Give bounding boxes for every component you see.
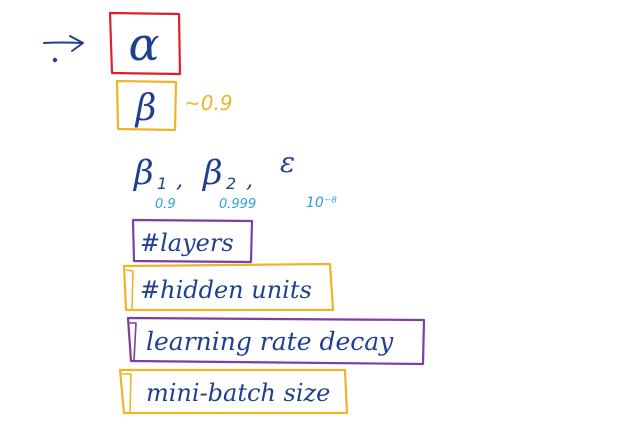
- alpha-symbol: α: [128, 17, 159, 71]
- beta1-subscript: 1: [157, 174, 167, 193]
- epsilon-symbol: ε: [280, 146, 295, 179]
- layers-box: #layers: [131, 218, 254, 264]
- learning-rate-decay-label: learning rate decay: [146, 327, 394, 356]
- separator-2: ,: [246, 168, 253, 193]
- hidden-units-box: #hidden units: [122, 262, 335, 312]
- alpha-box: α: [108, 11, 182, 76]
- beta2-symbol: β: [201, 153, 223, 193]
- beta1-default-value: 0.9: [155, 197, 176, 212]
- beta-default-value: ~0.9: [184, 91, 233, 115]
- beta-box: β: [115, 79, 178, 132]
- learning-rate-decay-box: learning rate decay: [126, 316, 426, 366]
- hidden-units-label: #hidden units: [140, 276, 312, 304]
- beta-symbol: β: [134, 88, 157, 129]
- epsilon-default-value: 10⁻⁸: [306, 195, 337, 211]
- adam-parameters: β 1 0.9 , β 2 0.999 , ε 10⁻⁸: [132, 146, 337, 212]
- beta2-default-value: 0.999: [219, 197, 256, 212]
- mini-batch-size-label: mini-batch size: [146, 379, 330, 407]
- arrow-icon: [43, 35, 84, 63]
- layers-label: #layers: [140, 229, 234, 257]
- beta2-subscript: 2: [226, 174, 236, 193]
- separator-1: ,: [176, 168, 183, 193]
- beta1-symbol: β: [132, 153, 154, 193]
- mini-batch-size-box: mini-batch size: [118, 368, 349, 415]
